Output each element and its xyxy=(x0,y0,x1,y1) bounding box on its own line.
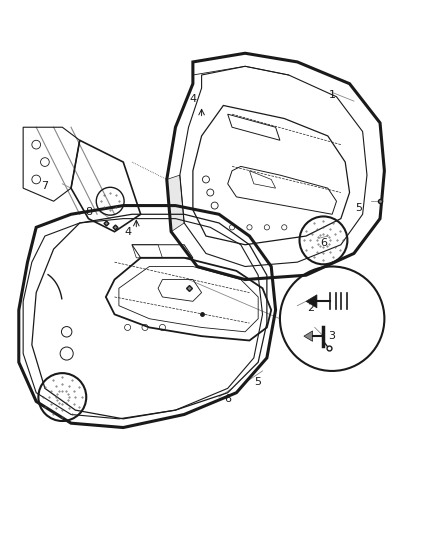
Text: 8: 8 xyxy=(85,207,92,217)
Polygon shape xyxy=(304,331,313,341)
Text: 5: 5 xyxy=(355,203,362,213)
Text: 5: 5 xyxy=(254,377,261,387)
Text: 4: 4 xyxy=(189,94,197,104)
Text: 6: 6 xyxy=(224,394,231,404)
Text: 1: 1 xyxy=(328,90,336,100)
Polygon shape xyxy=(306,295,317,308)
Text: 7: 7 xyxy=(41,181,49,191)
Text: 6: 6 xyxy=(320,238,327,247)
Polygon shape xyxy=(167,175,184,232)
Text: 2: 2 xyxy=(307,303,314,313)
Text: 4: 4 xyxy=(124,227,131,237)
Text: 3: 3 xyxy=(328,331,336,341)
